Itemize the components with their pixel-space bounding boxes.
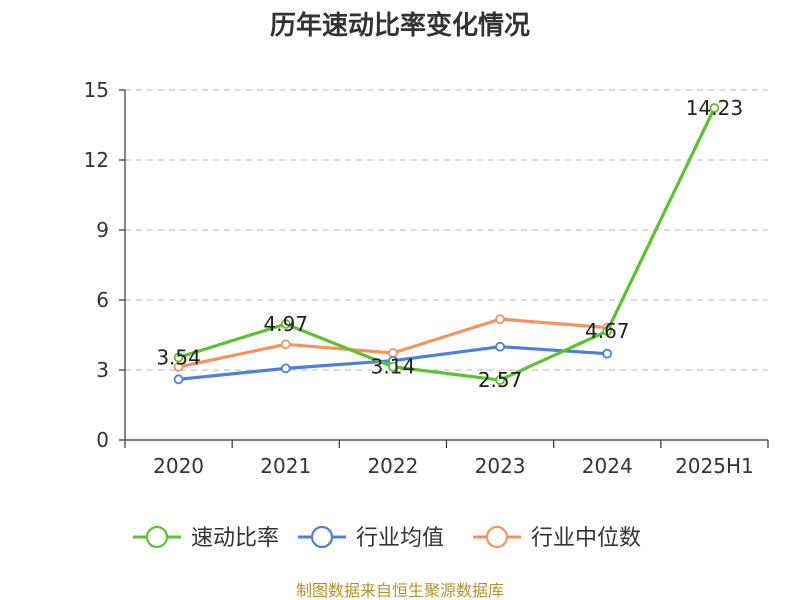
legend: 速动比率 行业均值 行业中位数 xyxy=(133,525,641,551)
data-label: 2.57 xyxy=(478,368,523,392)
data-point xyxy=(280,339,291,350)
legend-label: 速动比率 xyxy=(191,526,279,551)
data-point xyxy=(173,374,184,385)
data-label: 3.14 xyxy=(371,355,416,379)
data-point xyxy=(602,348,613,359)
data-label: 4.97 xyxy=(263,312,308,336)
y-tick-label: 15 xyxy=(84,78,109,102)
y-tick-label: 0 xyxy=(96,428,109,452)
chart-title: 历年速动比率变化情况 xyxy=(270,10,530,41)
series-line xyxy=(178,107,716,382)
legend-swatch-marker xyxy=(310,525,334,549)
labels-group: 3.54 4.97 3.14 2.57 4.67 14.23 xyxy=(156,96,743,392)
data-point xyxy=(495,375,505,385)
series-group xyxy=(173,103,720,385)
x-tick-label: 2023 xyxy=(475,454,526,478)
x-tick-label: 2024 xyxy=(582,454,633,478)
source-note: 制图数据来自恒生聚源数据库 xyxy=(296,581,504,600)
data-point xyxy=(495,341,505,352)
x-tick-label: 2020 xyxy=(153,454,204,478)
legend-swatch-marker xyxy=(485,525,509,549)
data-point xyxy=(173,352,184,363)
y-tick-label: 6 xyxy=(96,288,109,312)
data-label: 3.54 xyxy=(156,345,201,369)
legend-item: 行业均值 xyxy=(298,525,444,551)
data-label: 14.23 xyxy=(686,96,743,120)
data-point xyxy=(602,326,613,336)
data-point xyxy=(709,103,720,113)
data-point xyxy=(280,363,291,374)
data-label: 4.67 xyxy=(585,319,630,343)
legend-label: 行业均值 xyxy=(356,526,444,551)
data-point xyxy=(495,314,505,325)
x-tick-label: 2021 xyxy=(260,454,311,478)
grid xyxy=(125,89,768,371)
legend-item: 速动比率 xyxy=(133,525,279,551)
legend-label: 行业中位数 xyxy=(531,526,641,551)
y-tick-label: 3 xyxy=(96,358,109,382)
y-tick-label: 9 xyxy=(96,218,109,242)
legend-swatch-marker xyxy=(145,525,169,549)
y-tick-label: 12 xyxy=(84,148,109,172)
axes: 0 3 6 9 12 15 2020 2021 2022 2023 2024 2025H1 xyxy=(84,78,769,478)
data-point xyxy=(173,362,184,372)
data-point xyxy=(280,319,291,329)
legend-item: 行业中位数 xyxy=(473,525,641,551)
x-tick-label: 2025H1 xyxy=(675,454,754,478)
x-tick-label: 2022 xyxy=(367,454,418,478)
data-point xyxy=(388,361,398,372)
